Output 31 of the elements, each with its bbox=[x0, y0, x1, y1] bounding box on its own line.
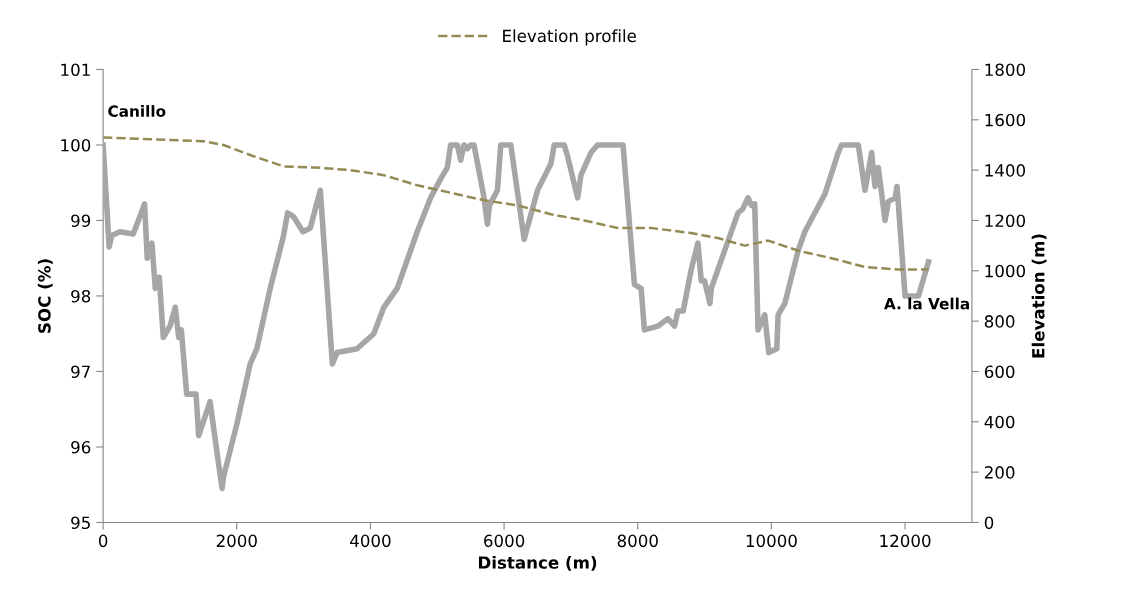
y-tick-label: 95 bbox=[71, 516, 90, 530]
y-tick-label: 100 bbox=[61, 138, 91, 152]
y2-tick-label: 1400 bbox=[985, 164, 1026, 177]
x-tick-label: 2000 bbox=[216, 534, 257, 548]
y-tick-label: 96 bbox=[71, 440, 91, 454]
x-tick-label: 12000 bbox=[880, 534, 931, 548]
x-tick-label: 6000 bbox=[484, 534, 525, 548]
y-tick-label: 98 bbox=[71, 289, 91, 303]
annotation: Canillo bbox=[108, 105, 166, 117]
y2-axis-title: Elevation (m) bbox=[1031, 234, 1047, 358]
legend-label: Elevation profile bbox=[503, 29, 636, 46]
y2-tick-label: 400 bbox=[984, 415, 1015, 429]
x-axis-title: Distance (m) bbox=[478, 555, 597, 571]
y2-tick-label: 0 bbox=[984, 516, 994, 530]
y-tick-label: 97 bbox=[71, 365, 90, 379]
x-tick-label: 10000 bbox=[746, 534, 797, 548]
annotation: A. la Vella bbox=[884, 297, 969, 310]
y2-tick-label: 200 bbox=[984, 466, 1015, 479]
y2-tick-label: 800 bbox=[984, 315, 1015, 328]
x-tick-label: 8000 bbox=[617, 534, 658, 548]
y-axis-title: SOC (%) bbox=[37, 259, 53, 333]
y2-tick-label: 1000 bbox=[985, 264, 1026, 278]
y-tick-label: 99 bbox=[71, 214, 91, 228]
y2-tick-label: 600 bbox=[984, 365, 1015, 379]
x-tick-label: 4000 bbox=[350, 534, 391, 548]
y2-tick-label: 1600 bbox=[985, 113, 1026, 127]
y-tick-label: 101 bbox=[61, 63, 90, 77]
y2-tick-label: 1200 bbox=[985, 214, 1026, 228]
y2-tick-label: 1800 bbox=[985, 63, 1026, 77]
x-tick-label: 0 bbox=[98, 534, 108, 548]
line-series bbox=[103, 136, 930, 271]
